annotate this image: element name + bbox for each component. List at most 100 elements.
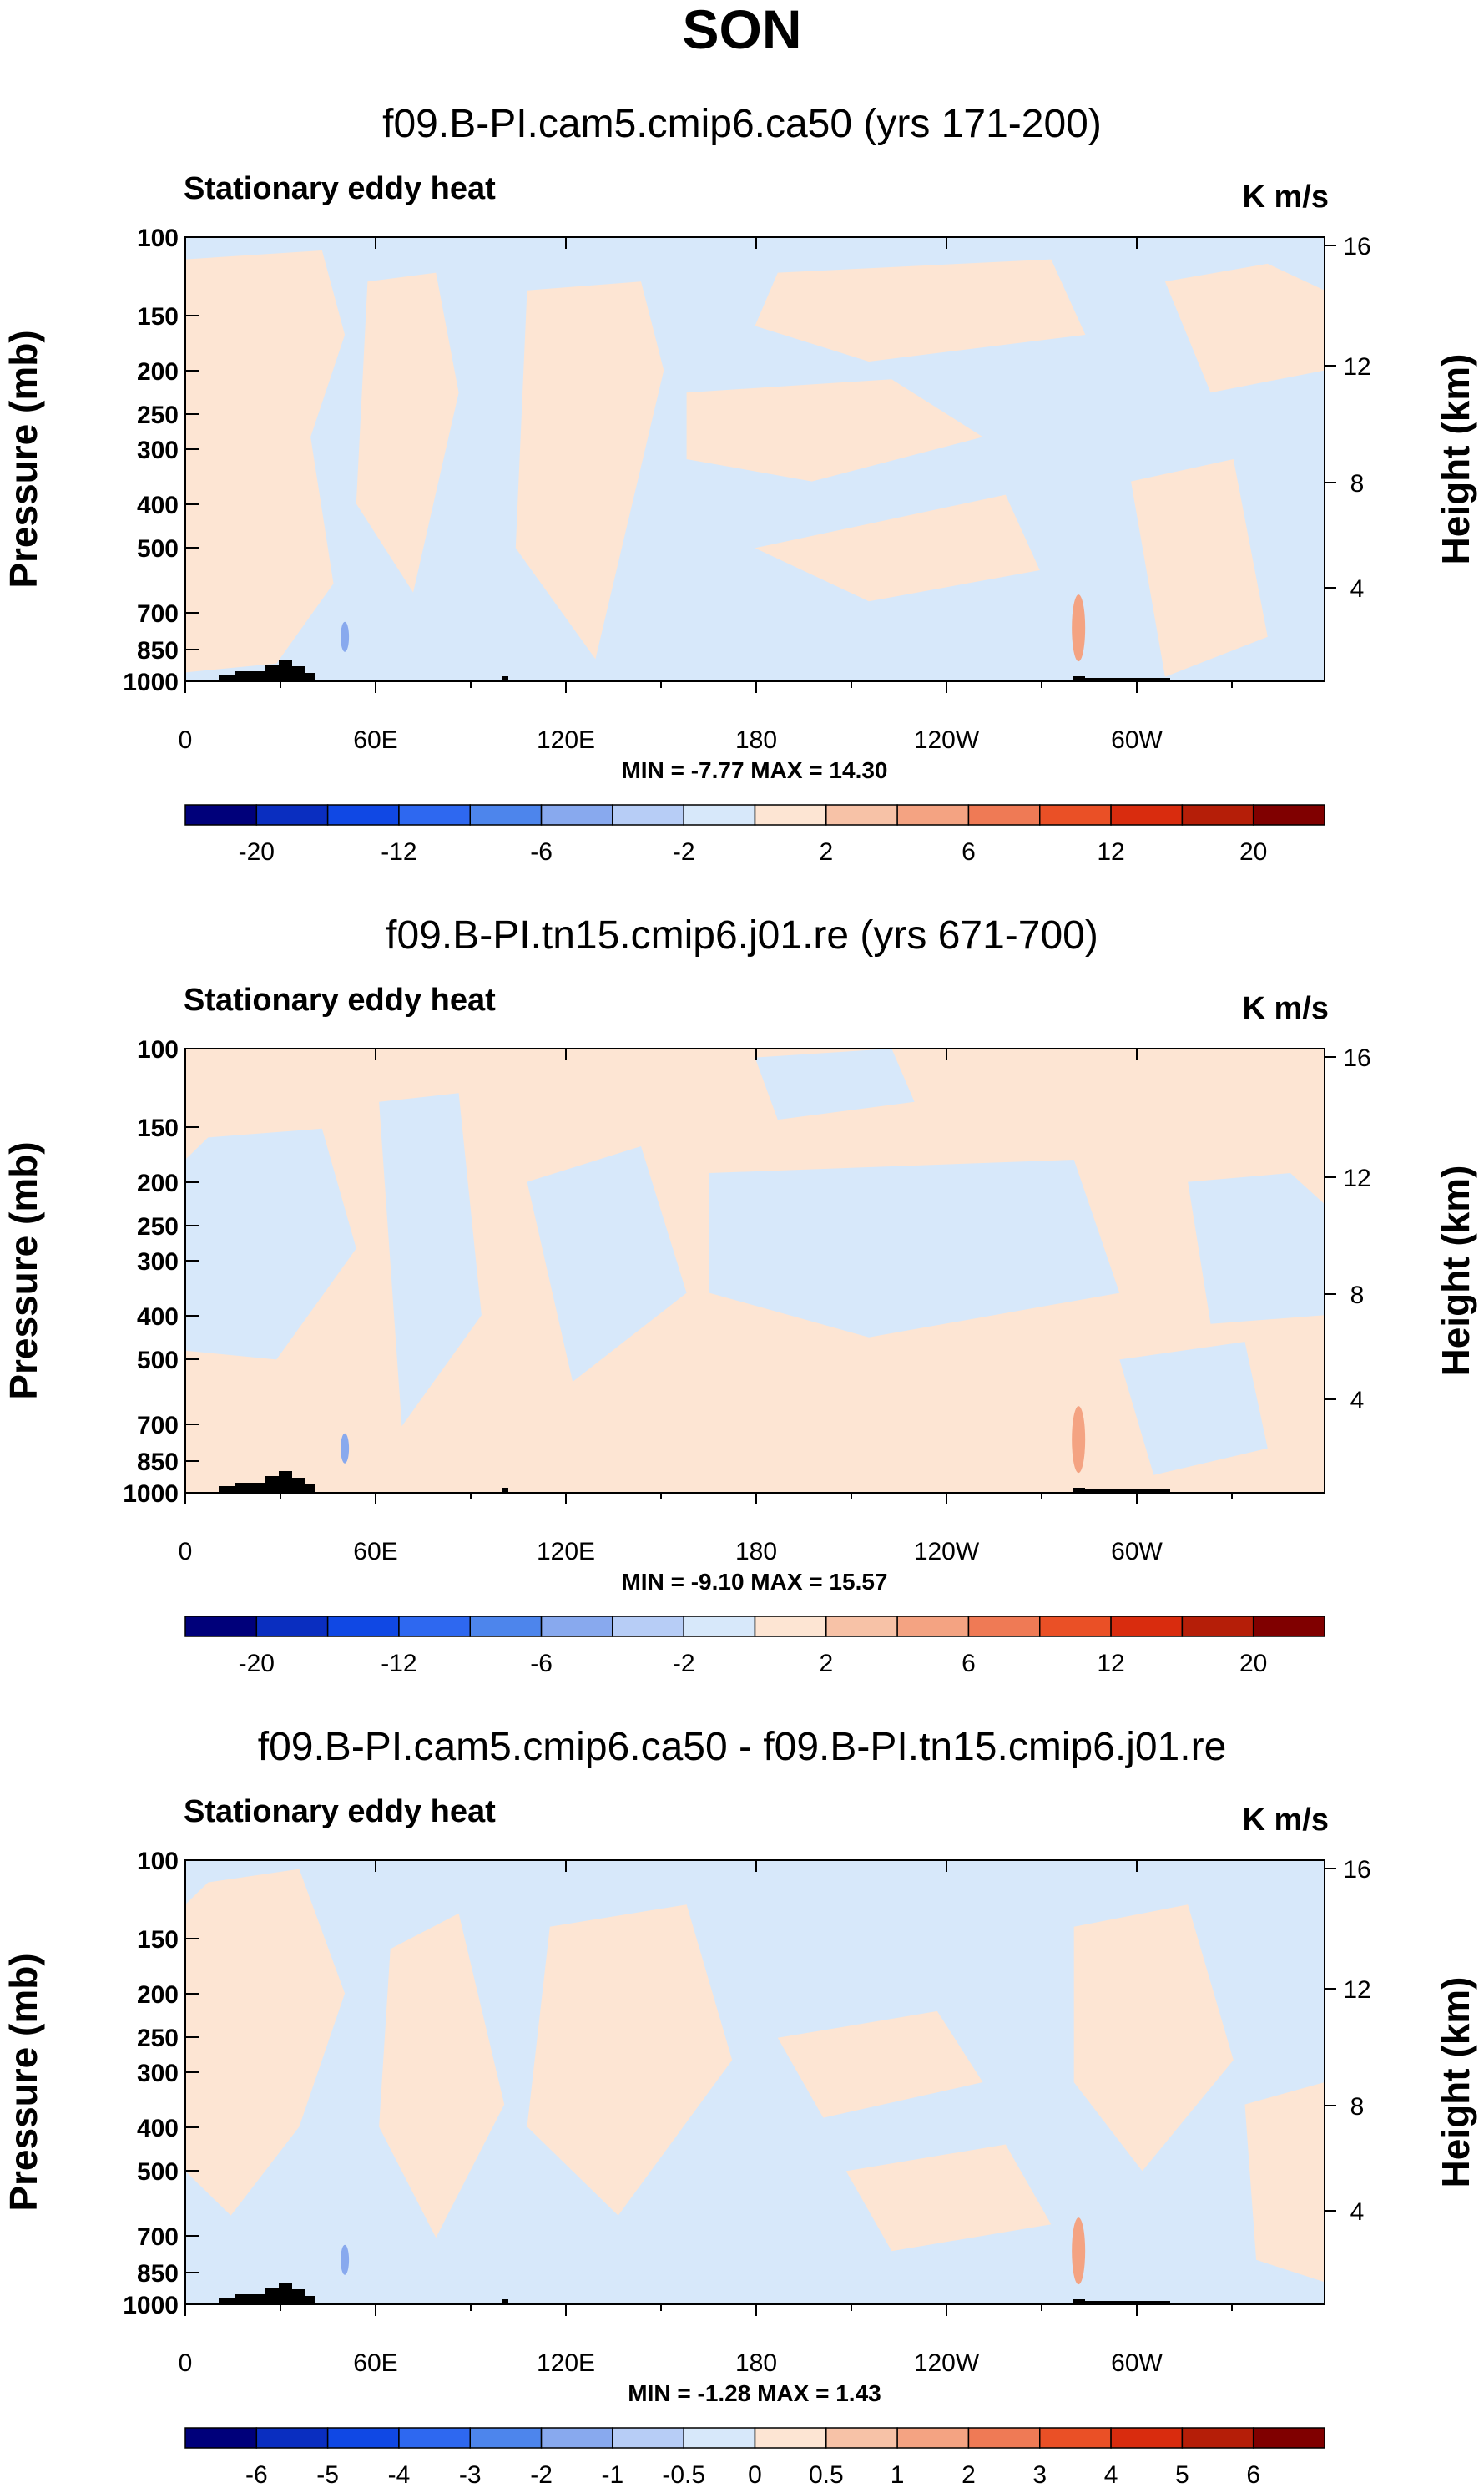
colorbar-box <box>612 1616 684 1637</box>
x-tick-label: 60E <box>353 1538 397 1565</box>
y-tick-label: 100 <box>137 1848 179 1875</box>
colorbar-box <box>1181 1616 1254 1637</box>
y-right-tick-label: 4 <box>1350 1387 1365 1414</box>
field-accent-cool <box>341 2244 350 2275</box>
field-patch-4 <box>777 2010 983 2118</box>
colorbar-label: -4 <box>388 2461 411 2484</box>
colorbar-label: -6 <box>245 2461 268 2484</box>
colorbar-label: -5 <box>316 2461 339 2484</box>
colorbar-box <box>754 2427 827 2449</box>
colorbar-label: -2 <box>673 838 695 866</box>
x-tick-label: 120W <box>914 726 980 754</box>
colorbar-label: 1 <box>891 2461 905 2484</box>
colorbar-box <box>326 1616 400 1637</box>
colorbar-box <box>683 1616 756 1637</box>
field-patch-3 <box>515 281 664 660</box>
colorbar-box <box>1110 1616 1184 1637</box>
y-tick-label: 200 <box>137 1981 179 2009</box>
topography-small <box>502 1488 508 1493</box>
y-right-tick-label: 16 <box>1343 233 1370 260</box>
y-axis-title: Pressure (mb) <box>2 1141 45 1399</box>
field-patch-1 <box>185 250 346 673</box>
y-right-tick-label: 8 <box>1350 1282 1365 1309</box>
chart-panel-1: f09.B-PI.cam5.cmip6.ca50 (yrs 171-200) St… <box>2 102 1477 866</box>
colorbar-label: -12 <box>381 838 416 866</box>
y-right-tick-label: 8 <box>1350 2093 1365 2121</box>
colorbar: -6 -5 -4 -3 -2 -1 -0.5 0 0.5 1 2 3 4 5 6 <box>184 2427 1325 2488</box>
colorbar-label: 5 <box>1175 2461 1189 2484</box>
y-axis-title: Pressure (mb) <box>2 1953 45 2211</box>
field-patch-4 <box>709 1160 1120 1338</box>
y-right-tick-label: 12 <box>1343 1976 1370 2004</box>
field-patch-5 <box>755 494 1040 602</box>
colorbar-box <box>255 1616 329 1637</box>
colorbar-label: 6 <box>962 838 976 866</box>
panel-left-label: Stationary eddy heat <box>184 1794 496 1829</box>
y-tick-label: 300 <box>137 437 179 464</box>
field-patch-8 <box>1131 459 1268 677</box>
plot-frame <box>184 236 1325 682</box>
field-patch-6 <box>755 259 1086 362</box>
x-tick-label: 120W <box>914 2349 980 2377</box>
y-tick-label: 1000 <box>123 669 179 696</box>
colorbar-box <box>1039 2427 1112 2449</box>
field-accent-warm <box>1072 2217 1086 2285</box>
y-tick-label: 500 <box>137 535 179 563</box>
colorbar-box <box>1252 2427 1325 2449</box>
colorbar-label: -20 <box>239 838 275 866</box>
colorbar-box <box>469 2427 543 2449</box>
y-tick-label: 150 <box>137 1115 179 1142</box>
field-patch-4 <box>686 379 983 482</box>
y-tick-label: 300 <box>137 1248 179 1276</box>
field-patch-6 <box>1188 1173 1325 1324</box>
colorbar-box <box>184 2427 258 2449</box>
y-tick-label: 700 <box>137 600 179 628</box>
field-patch-7 <box>1244 2082 1325 2283</box>
x-tick-label: 60E <box>353 2349 397 2377</box>
topography-asia <box>219 1471 315 1493</box>
plot-frame <box>184 1048 1325 1494</box>
colorbar-label: -2 <box>530 2461 553 2484</box>
colorbar-box <box>398 804 471 826</box>
field-accent-cool <box>341 1433 350 1464</box>
y-tick-label: 850 <box>137 1449 179 1476</box>
y-tick-label: 1000 <box>123 2292 179 2319</box>
colorbar-box <box>1039 804 1112 826</box>
colorbar-label: 6 <box>1246 2461 1260 2484</box>
y-tick-label: 150 <box>137 1926 179 1954</box>
field-patch-3 <box>527 1146 687 1382</box>
y-tick-label: 850 <box>137 2260 179 2288</box>
colorbar-box <box>1039 1616 1112 1637</box>
colorbar-box <box>398 2427 471 2449</box>
colorbar-box <box>1181 2427 1254 2449</box>
colorbar-box <box>967 1616 1041 1637</box>
colorbar-box <box>896 804 970 826</box>
colorbar-box <box>612 804 684 826</box>
colorbar-box <box>1110 804 1184 826</box>
y-right-tick-label: 16 <box>1343 1044 1370 1072</box>
x-tick-label: 60W <box>1111 2349 1163 2377</box>
topography-small <box>502 2299 508 2304</box>
y-tick-label: 500 <box>137 2158 179 2186</box>
panels: f09.B-PI.cam5.cmip6.ca50 (yrs 171-200) St… <box>2 102 1477 2488</box>
x-tick-label: 0 <box>179 1538 193 1565</box>
y-tick-label: 400 <box>137 1303 179 1331</box>
x-tick-label: 180 <box>735 1538 777 1565</box>
colorbar-box <box>540 1616 613 1637</box>
colorbar-box <box>398 1616 471 1637</box>
field-patch-2 <box>379 1093 482 1427</box>
y-tick-label: 200 <box>137 358 179 386</box>
colorbar-label: -2 <box>673 1650 695 1677</box>
stats-label: MIN = -9.10 MAX = 15.57 <box>621 1569 887 1595</box>
y-tick-label: 850 <box>137 637 179 665</box>
topography-asia <box>219 2283 315 2304</box>
y-tick-label: 250 <box>137 2025 179 2052</box>
y-axis-title-right: Height (km) <box>1434 1166 1477 1377</box>
panel-units: K m/s <box>1243 180 1329 215</box>
y-tick-label: 700 <box>137 1412 179 1439</box>
colorbar-box <box>326 804 400 826</box>
colorbar-label: -6 <box>530 1650 553 1677</box>
colorbar-label: 2 <box>819 1650 833 1677</box>
colorbar-box <box>683 2427 756 2449</box>
